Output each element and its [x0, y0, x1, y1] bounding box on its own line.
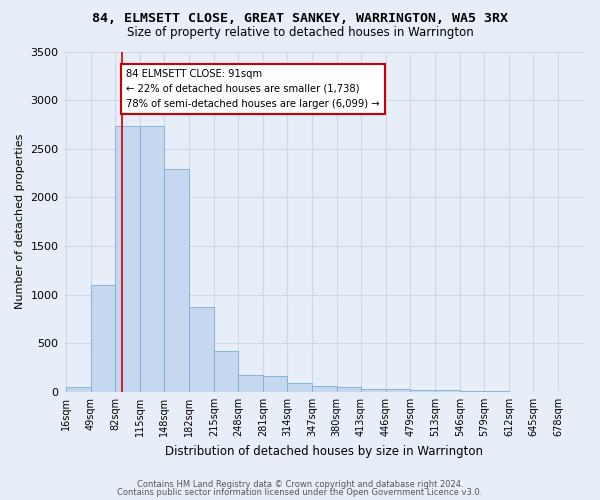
- Bar: [312, 386, 337, 392]
- Bar: [238, 376, 263, 392]
- Bar: [140, 126, 164, 392]
- Text: 84, ELMSETT CLOSE, GREAT SANKEY, WARRINGTON, WA5 3RX: 84, ELMSETT CLOSE, GREAT SANKEY, WARRING…: [92, 12, 508, 26]
- X-axis label: Distribution of detached houses by size in Warrington: Distribution of detached houses by size …: [165, 444, 483, 458]
- Bar: [214, 351, 238, 392]
- Bar: [66, 387, 91, 392]
- Bar: [337, 387, 361, 392]
- Bar: [190, 308, 214, 392]
- Bar: [410, 390, 434, 392]
- Text: Size of property relative to detached houses in Warrington: Size of property relative to detached ho…: [127, 26, 473, 39]
- Bar: [91, 285, 115, 392]
- Bar: [263, 376, 287, 392]
- Text: Contains HM Land Registry data © Crown copyright and database right 2024.: Contains HM Land Registry data © Crown c…: [137, 480, 463, 489]
- Bar: [115, 126, 140, 392]
- Bar: [287, 383, 312, 392]
- Bar: [361, 388, 386, 392]
- Bar: [436, 390, 460, 392]
- Bar: [386, 389, 410, 392]
- Bar: [164, 169, 188, 392]
- Text: Contains public sector information licensed under the Open Government Licence v3: Contains public sector information licen…: [118, 488, 482, 497]
- Text: 84 ELMSETT CLOSE: 91sqm
← 22% of detached houses are smaller (1,738)
78% of semi: 84 ELMSETT CLOSE: 91sqm ← 22% of detache…: [126, 69, 380, 108]
- Bar: [460, 391, 484, 392]
- Y-axis label: Number of detached properties: Number of detached properties: [15, 134, 25, 310]
